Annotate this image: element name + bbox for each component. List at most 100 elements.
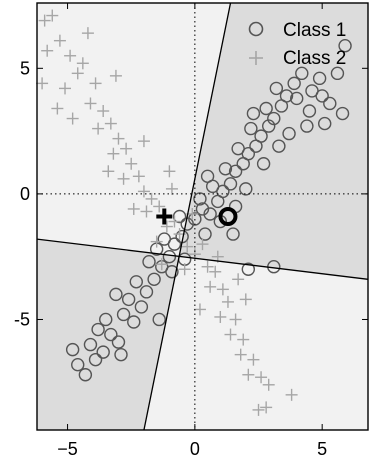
class-1-point [78,368,93,382]
class-means [156,207,238,226]
class-1-point [91,322,105,337]
class-1-point [193,192,207,206]
class-1-point [279,89,294,103]
class-1-point [200,169,215,184]
data-points [36,9,352,416]
class-2-point [232,273,245,286]
class-2-point [221,295,234,308]
class-1-point [318,116,332,131]
boundary-line-1 [143,2,232,431]
class-2-point [193,303,206,316]
class-1-point [244,121,258,136]
class-2-point [214,310,227,323]
class-1-point [162,249,177,264]
class-2-point [81,27,94,40]
class-1-point [218,162,233,176]
class-2-point [53,34,66,47]
class-2-point [209,265,222,278]
class-2-point [178,263,191,276]
class-2-point [64,49,77,62]
class-2-point [181,240,194,253]
y-tick-label: 5 [20,58,30,78]
boundary-line-2 [36,238,369,280]
legend-marker-class-2 [249,51,263,65]
class-2-point [155,258,168,271]
class-2-point [260,401,273,414]
class-1-point [239,182,253,196]
class-2-point [46,9,59,22]
class-1-point [300,119,314,133]
class-2-point [41,44,54,57]
class-2-point [229,313,242,326]
class-2-point [112,132,125,145]
class-2-point [120,142,133,155]
class-1-point [129,275,144,289]
class-2-point [76,57,89,70]
legend: Class 1 Class 2 [248,20,346,69]
class-1-point [226,227,240,241]
y-tick-label: 0 [20,184,30,204]
class-1-point [335,106,350,121]
class-1-point [109,287,123,302]
class-2-point [36,77,49,90]
class-1-point [65,342,80,357]
class-1-point [267,111,281,126]
legend-label-class-1: Class 1 [283,20,346,41]
class-1-point [272,139,286,153]
class-1-point [330,66,345,81]
class-1-point [165,265,179,279]
class-1-point [157,232,172,246]
class-1-point [246,106,261,121]
class-2-point [125,157,138,170]
class-2-point [127,202,140,215]
class-1-point [127,315,141,329]
class-2-point [71,67,84,80]
class-1-mean-marker [218,207,238,226]
class-1-point [152,312,166,327]
class-1-point [254,129,268,143]
class-2-point [109,69,122,82]
class-2-point [252,403,265,416]
class-2-point [145,192,158,205]
class-2-point [84,97,97,110]
axis-ticks: −5 0 5 5 0 -5 [14,3,368,459]
y-tick-label: -5 [14,309,30,329]
class-2-point [196,238,209,251]
class-2-mean-marker [156,208,173,225]
class-1-point [114,347,128,362]
class-1-point [302,104,317,118]
class-2-point [163,165,176,178]
class-2-point [104,117,117,130]
decision-boundaries [36,2,369,431]
class-2-point [255,371,268,384]
class-1-point [147,272,161,286]
class-1-point [295,66,309,81]
class-2-point [97,105,110,118]
class-2-point [92,122,105,135]
class-2-point [117,172,130,185]
class-2-point [132,170,145,183]
legend-label-class-2: Class 2 [283,48,346,69]
legend-marker-class-1 [248,21,264,37]
class-2-point [66,112,79,125]
x-tick-label: 5 [317,439,327,459]
reference-lines [37,3,368,430]
class-2-point [237,333,250,346]
class-1-point [88,352,103,367]
class-2-point [239,293,252,306]
class-2-point [137,185,150,198]
class-2-point [224,328,237,341]
class-2-point [89,77,102,90]
class-2-point [153,200,166,213]
series-class-1 [65,39,352,382]
class-1-point [104,327,118,342]
class-1-point [83,337,98,352]
class-1-point [99,312,113,327]
class-1-point [139,285,154,299]
class-1-point [323,96,337,111]
class-2-point [140,205,153,218]
class-2-point [107,147,120,160]
class-1-point [134,300,149,314]
class-1-point [338,39,352,53]
